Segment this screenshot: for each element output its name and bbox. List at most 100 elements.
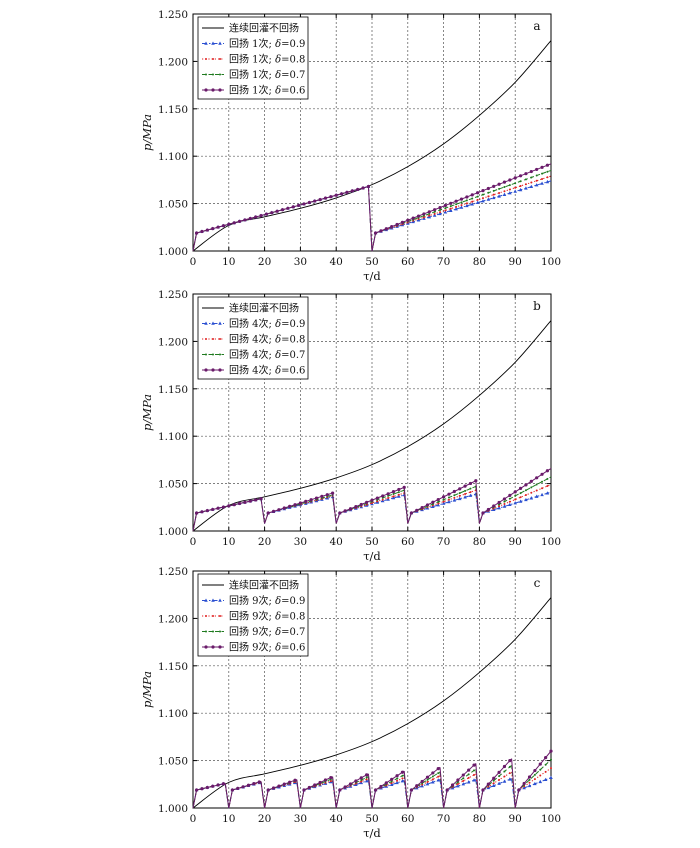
marker-dot [447, 496, 450, 499]
y-tick-label: 1.150 [158, 384, 188, 396]
marker-circle [259, 213, 263, 218]
marker-dot [524, 178, 527, 181]
series-line [439, 763, 477, 809]
marker-dot [442, 500, 445, 503]
marker-circle [454, 199, 458, 203]
marker-circle [266, 511, 270, 515]
marker-circle [467, 768, 471, 772]
marker-dot [426, 780, 429, 783]
marker-dot [508, 188, 511, 191]
marker-dot [360, 780, 363, 783]
series-line [475, 491, 552, 524]
marker-circle [502, 497, 507, 501]
marker-circle [486, 507, 490, 512]
legend-label: 回扬 4次; δ=0.6 [229, 364, 305, 377]
marker-circle [431, 771, 435, 775]
marker-circle [395, 222, 399, 227]
y-tick-label: 1.100 [158, 151, 188, 163]
marker-dot [396, 777, 399, 780]
marker-triangle [468, 493, 473, 497]
marker-circle [420, 506, 424, 510]
marker-circle [395, 774, 399, 778]
marker-circle [513, 176, 517, 180]
series-line [403, 485, 477, 524]
legend-marker [212, 630, 214, 633]
marker-circle [390, 777, 394, 781]
marker-triangle [472, 778, 476, 782]
series-line [367, 180, 552, 252]
series-line [475, 484, 552, 524]
marker-circle [211, 227, 215, 231]
marker-dot [453, 494, 456, 497]
marker-circle [254, 498, 258, 502]
marker-circle [313, 783, 317, 787]
marker-circle [288, 780, 292, 784]
marker-circle [533, 768, 537, 773]
legend-marker [219, 73, 221, 76]
legend-marker [219, 338, 221, 340]
marker-circle [549, 749, 553, 753]
y-tick-label: 1.050 [158, 756, 188, 768]
marker-triangle [545, 179, 550, 184]
marker-dot [546, 485, 549, 488]
legend-marker [218, 368, 222, 372]
x-tick-label: 80 [473, 256, 486, 268]
marker-triangle [491, 195, 496, 200]
marker-circle [411, 216, 415, 220]
y-tick-label: 1.150 [158, 661, 188, 673]
marker-circle [350, 189, 354, 193]
marker-circle [271, 786, 276, 790]
marker-circle [293, 503, 297, 507]
marker-triangle [491, 783, 496, 788]
marker-dot [464, 489, 467, 492]
marker-circle [200, 510, 204, 514]
marker-circle [379, 784, 383, 789]
marker-circle [445, 788, 449, 792]
marker-circle [373, 788, 378, 792]
marker-circle [468, 481, 473, 486]
marker-dot [533, 778, 536, 781]
x-tick-label: 20 [258, 536, 271, 548]
marker-dot [437, 775, 440, 778]
legend-marker [212, 338, 214, 340]
legend-marker [218, 645, 222, 649]
legend-marker [218, 88, 222, 92]
marker-circle [442, 495, 446, 499]
marker-circle [425, 775, 430, 779]
marker-circle [386, 492, 390, 496]
marker-circle [338, 511, 342, 515]
marker-circle [246, 783, 251, 787]
marker-circle [508, 178, 512, 182]
marker-dot [397, 491, 400, 494]
marker-triangle [543, 777, 548, 782]
marker-dot [528, 781, 531, 784]
marker-circle [237, 501, 242, 506]
marker-triangle [538, 779, 543, 784]
marker-dot [530, 491, 533, 494]
marker-dot [401, 774, 404, 777]
x-tick-label: 30 [294, 256, 307, 268]
marker-circle [529, 479, 533, 483]
series-0 [192, 597, 552, 809]
marker-dot [390, 782, 393, 785]
marker-triangle [463, 495, 467, 499]
marker-dot [442, 498, 445, 501]
x-tick-label: 60 [401, 256, 414, 268]
series-line [260, 779, 297, 809]
marker-dot [544, 770, 547, 773]
series-line [367, 163, 552, 252]
marker-dot [469, 487, 472, 490]
y-axis-label: p/MPa [140, 671, 154, 708]
series-line [296, 778, 333, 809]
legend-marker [211, 598, 215, 602]
marker-circle [232, 221, 236, 225]
marker-dot [449, 205, 452, 208]
x-tick-label: 70 [437, 536, 450, 548]
marker-circle [384, 781, 388, 785]
marker-dot [524, 183, 527, 186]
series-line [192, 498, 262, 532]
marker-circle [381, 494, 385, 498]
marker-circle [481, 189, 485, 193]
marker-triangle [427, 215, 432, 219]
